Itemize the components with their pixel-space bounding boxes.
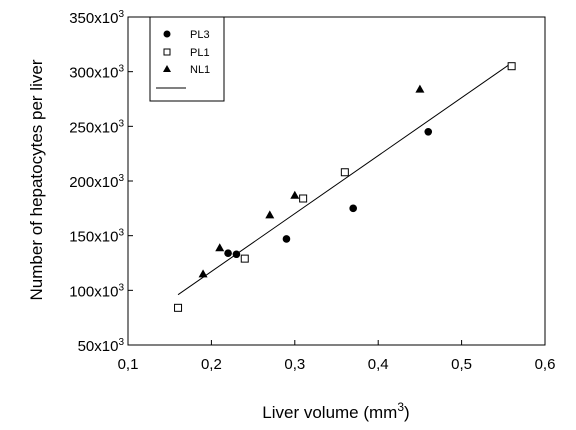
data-point-pl3 xyxy=(424,128,433,136)
x-tick-label: 0,3 xyxy=(284,356,305,373)
legend: PL3 PL1 NL1 xyxy=(149,16,225,102)
legend-marker-nl1 xyxy=(163,65,171,72)
y-axis-title: Number of hepatocytes per liver xyxy=(27,59,46,300)
y-tick-label: 100x103 xyxy=(69,282,124,300)
data-point-pl1 xyxy=(340,168,349,177)
x-axis-title: Liver volume (mm3) xyxy=(262,400,409,422)
data-point-pl3 xyxy=(349,204,357,213)
x-axis: 0,1 0,2 0,3 0,4 0,5 0,6 xyxy=(118,340,556,373)
data-point-nl1 xyxy=(198,269,208,278)
data-point-nl1 xyxy=(290,190,300,199)
data-point-pl1 xyxy=(174,303,183,312)
data-point-pl3 xyxy=(282,235,291,243)
data-point-nl1 xyxy=(265,210,275,219)
x-axis-title-main: Liver volume (mm xyxy=(262,403,397,422)
x-tick-label: 0,5 xyxy=(451,356,472,373)
x-axis-title-close: ) xyxy=(404,403,410,422)
data-point-pl1 xyxy=(507,62,516,71)
x-axis-title-superscript: 3 xyxy=(397,400,404,414)
data-points xyxy=(174,62,516,312)
y-tick-label: 300x103 xyxy=(69,64,124,82)
data-point-pl1 xyxy=(299,194,308,203)
data-point-pl3 xyxy=(232,250,241,259)
x-tick-label: 0,2 xyxy=(201,356,222,373)
x-tick-label: 0,6 xyxy=(535,356,556,373)
legend-label-pl1: PL1 xyxy=(190,47,210,59)
y-tick-label: 250x103 xyxy=(69,118,124,136)
data-point-nl1 xyxy=(415,84,425,93)
legend-label-nl1: NL1 xyxy=(190,64,210,76)
y-tick-label: 50x103 xyxy=(78,337,125,355)
legend-label-pl3: PL3 xyxy=(190,29,210,41)
legend-marker-pl1 xyxy=(163,48,171,56)
data-point-nl1 xyxy=(215,243,225,252)
data-point-pl1 xyxy=(240,254,249,263)
x-tick-label: 0,4 xyxy=(368,356,389,373)
regression-line xyxy=(177,62,512,296)
data-point-pl3 xyxy=(224,249,232,257)
x-tick-label: 0,1 xyxy=(118,356,139,373)
legend-box xyxy=(149,16,225,102)
y-tick-label: 150x103 xyxy=(69,228,124,246)
y-axis: 50x103 100x103 150x103 200x103 250x103 300x10… xyxy=(69,9,133,355)
y-tick-label: 200x103 xyxy=(69,173,124,191)
y-tick-label: 350x103 xyxy=(69,9,124,27)
legend-marker-pl3 xyxy=(163,30,171,38)
